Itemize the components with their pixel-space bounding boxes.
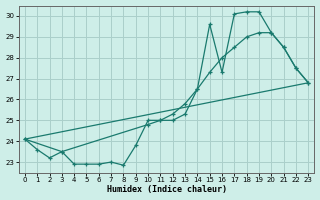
X-axis label: Humidex (Indice chaleur): Humidex (Indice chaleur): [107, 185, 227, 194]
